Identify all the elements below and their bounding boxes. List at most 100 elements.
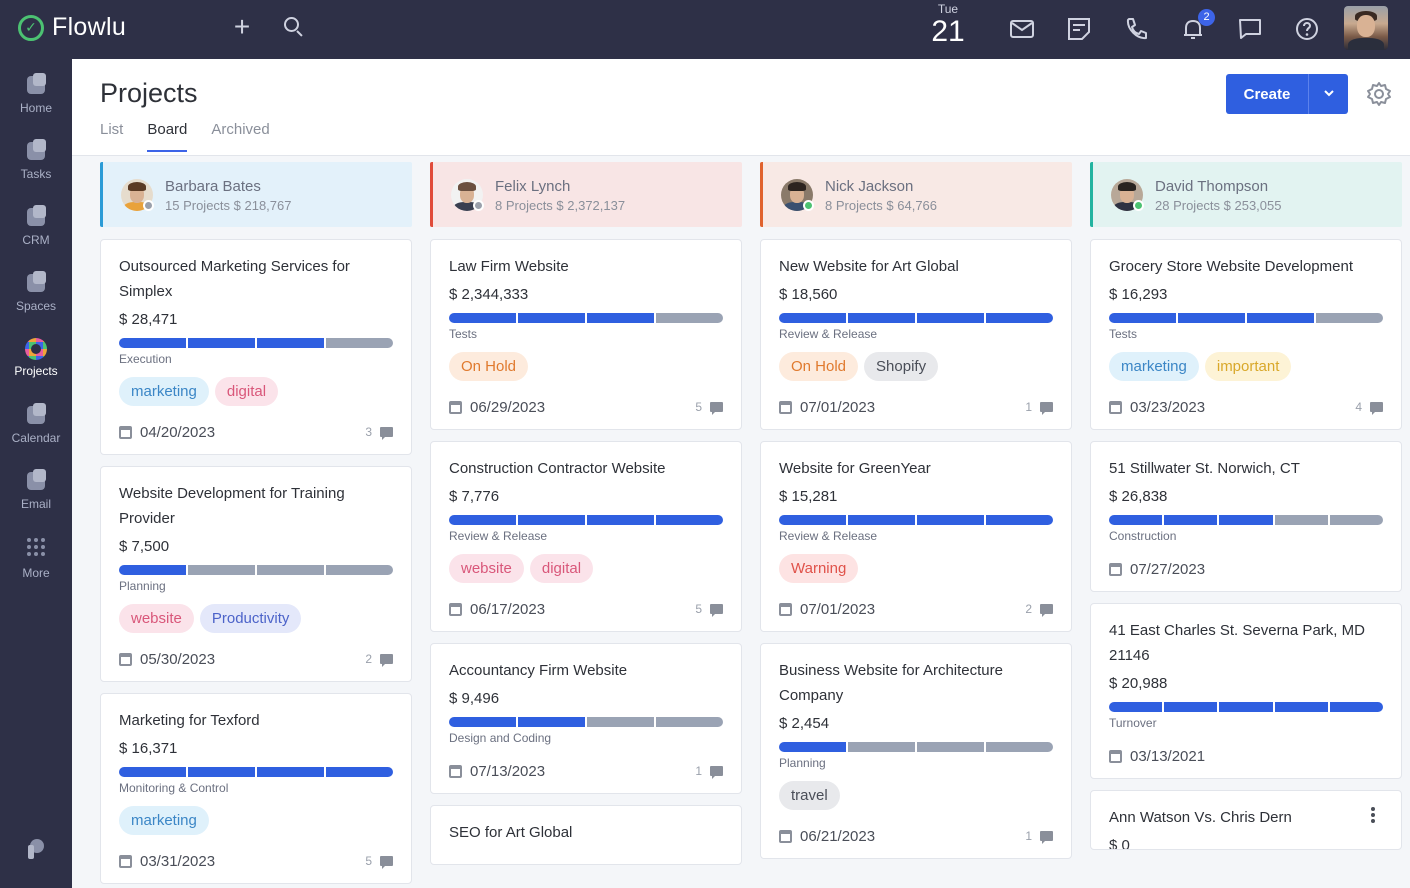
tag[interactable]: website xyxy=(119,604,194,633)
column-header[interactable]: Nick Jackson 8 Projects $ 64,766 xyxy=(760,162,1072,227)
chat-icon[interactable] xyxy=(1236,16,1264,42)
comments-count[interactable]: 3 xyxy=(365,425,393,440)
comments-count[interactable]: 5 xyxy=(695,400,723,415)
project-card[interactable]: Law Firm Website $ 2,344,333 Tests On Hold 0… xyxy=(430,239,742,430)
project-card[interactable]: Grocery Store Website Development $ 16,29… xyxy=(1090,239,1402,430)
tag[interactable]: marketing xyxy=(1109,352,1199,381)
due-date: 03/13/2021 xyxy=(1130,747,1206,765)
tab-board[interactable]: Board xyxy=(147,121,188,152)
project-card[interactable]: Website Development for Training Provide… xyxy=(100,466,412,682)
project-title[interactable]: Website Development for Training Provide… xyxy=(119,485,345,527)
column-header[interactable]: David Thompson 28 Projects $ 253,055 xyxy=(1090,162,1402,227)
tag-list: marketing xyxy=(119,806,393,835)
tab-archived[interactable]: Archived xyxy=(211,121,270,138)
due-date: 05/30/2023 xyxy=(140,650,216,668)
project-title[interactable]: Construction Contractor Website xyxy=(449,460,666,477)
comments-count[interactable]: 1 xyxy=(695,764,723,779)
project-card[interactable]: Website for GreenYear $ 15,281 Review & Re… xyxy=(760,441,1072,632)
project-title[interactable]: Accountancy Firm Website xyxy=(449,662,628,679)
sidebar-item-calendar[interactable]: Calendar xyxy=(0,403,72,463)
sidebar-item-tasks[interactable]: Tasks xyxy=(0,139,72,199)
project-title[interactable]: Marketing for Texford xyxy=(119,712,260,729)
comments-count[interactable]: 2 xyxy=(365,652,393,667)
tag[interactable]: marketing xyxy=(119,377,209,406)
search-icon[interactable] xyxy=(284,17,304,37)
tab-list[interactable]: List xyxy=(100,121,124,138)
sidebar-item-crm[interactable]: CRM xyxy=(0,205,72,265)
comments-count[interactable]: 4 xyxy=(1355,400,1383,415)
flowlu-brand-icon[interactable] xyxy=(24,837,48,861)
project-title[interactable]: Ann Watson Vs. Chris Dern xyxy=(1109,809,1292,826)
tag[interactable]: On Hold xyxy=(779,352,859,381)
tag[interactable]: Warning xyxy=(779,554,859,583)
comments-count[interactable]: 5 xyxy=(365,854,393,869)
project-title[interactable]: New Website for Art Global xyxy=(779,258,959,275)
comments-count[interactable]: 5 xyxy=(695,602,723,617)
project-card[interactable]: New Website for Art Global $ 18,560 Review… xyxy=(760,239,1072,430)
sidebar-item-home[interactable]: Home xyxy=(0,73,72,133)
card-footer: 07/01/2023 2 xyxy=(779,587,1053,631)
project-title[interactable]: 41 East Charles St. Severna Park, MD 211… xyxy=(1109,622,1365,664)
notifications-bell-icon[interactable] xyxy=(1179,16,1207,42)
project-title[interactable]: Grocery Store Website Development xyxy=(1109,258,1353,275)
progress-segment xyxy=(986,313,1053,323)
progress-segment xyxy=(119,767,186,777)
tag[interactable]: important xyxy=(1204,352,1292,381)
progress-segment xyxy=(1274,515,1328,525)
comment-icon xyxy=(1370,402,1383,415)
sidebar-item-spaces[interactable]: Spaces xyxy=(0,271,72,331)
progress-segment xyxy=(986,515,1053,525)
sidebar-item-email[interactable]: Email xyxy=(0,469,72,529)
project-title[interactable]: Business Website for Architecture Compan… xyxy=(779,662,1003,704)
tag[interactable]: Productivity xyxy=(199,604,302,633)
tag[interactable]: Shopify xyxy=(864,352,939,381)
column-header[interactable]: Barbara Bates 15 Projects $ 218,767 xyxy=(100,162,412,227)
notes-icon[interactable] xyxy=(1065,16,1093,42)
create-dropdown-chevron-icon[interactable] xyxy=(1309,87,1348,102)
tag[interactable]: digital xyxy=(214,377,279,406)
settings-gear-icon[interactable] xyxy=(1366,81,1392,107)
tag[interactable]: website xyxy=(449,554,524,583)
user-avatar[interactable] xyxy=(1344,6,1388,50)
add-icon[interactable]: + xyxy=(233,11,251,42)
due-date: 07/13/2023 xyxy=(470,762,546,780)
project-card[interactable]: Construction Contractor Website $ 7,776 Re… xyxy=(430,441,742,632)
project-title[interactable]: Outsourced Marketing Services for Simple… xyxy=(119,258,350,300)
tag[interactable]: travel xyxy=(779,781,840,810)
project-card[interactable]: SEO for Art Global xyxy=(430,805,742,865)
sidebar-item-projects[interactable]: Projects xyxy=(0,337,72,397)
app-logo[interactable]: ✓ Flowlu xyxy=(18,13,126,42)
project-title[interactable]: Website for GreenYear xyxy=(779,460,931,477)
tag[interactable]: digital xyxy=(529,554,594,583)
board-column: Nick Jackson 8 Projects $ 64,766 New Websi… xyxy=(760,162,1072,870)
owner-projects-summary: 28 Projects $ 253,055 xyxy=(1155,198,1282,213)
today-date[interactable]: Tue 21 xyxy=(928,2,968,48)
project-card[interactable]: 41 East Charles St. Severna Park, MD 211… xyxy=(1090,603,1402,779)
phone-icon[interactable] xyxy=(1122,16,1150,42)
comments-count[interactable]: 1 xyxy=(1025,400,1053,415)
create-button[interactable]: Create xyxy=(1226,74,1348,114)
mail-icon[interactable] xyxy=(1008,16,1036,42)
project-title[interactable]: SEO for Art Global xyxy=(449,824,573,841)
comments-count[interactable]: 2 xyxy=(1025,602,1053,617)
sidebar-item-more[interactable]: More xyxy=(0,535,72,595)
card-footer: 07/01/2023 1 xyxy=(779,385,1053,429)
comment-icon xyxy=(380,856,393,869)
project-card[interactable]: Business Website for Architecture Compan… xyxy=(760,643,1072,859)
project-title[interactable]: Law Firm Website xyxy=(449,258,569,275)
help-icon[interactable] xyxy=(1293,16,1321,42)
column-header[interactable]: Felix Lynch 8 Projects $ 2,372,137 xyxy=(430,162,742,227)
project-card[interactable]: 51 Stillwater St. Norwich, CT $ 26,838 Con… xyxy=(1090,441,1402,592)
project-card[interactable]: Accountancy Firm Website $ 9,496 Design an… xyxy=(430,643,742,794)
project-title[interactable]: 51 Stillwater St. Norwich, CT xyxy=(1109,460,1300,477)
project-card[interactable]: Outsourced Marketing Services for Simple… xyxy=(100,239,412,455)
tag[interactable]: marketing xyxy=(119,806,209,835)
stage-progress-bar xyxy=(779,313,1053,323)
project-card[interactable]: Marketing for Texford $ 16,371 Monitoring … xyxy=(100,693,412,884)
comments-count[interactable]: 1 xyxy=(1025,829,1053,844)
tag[interactable]: On Hold xyxy=(449,352,529,381)
project-card[interactable]: Ann Watson Vs. Chris Dern $ 0 xyxy=(1090,790,1402,850)
sidebar-item-label: Home xyxy=(19,101,52,115)
progress-segment xyxy=(257,338,324,348)
card-menu-icon[interactable] xyxy=(1371,807,1375,825)
